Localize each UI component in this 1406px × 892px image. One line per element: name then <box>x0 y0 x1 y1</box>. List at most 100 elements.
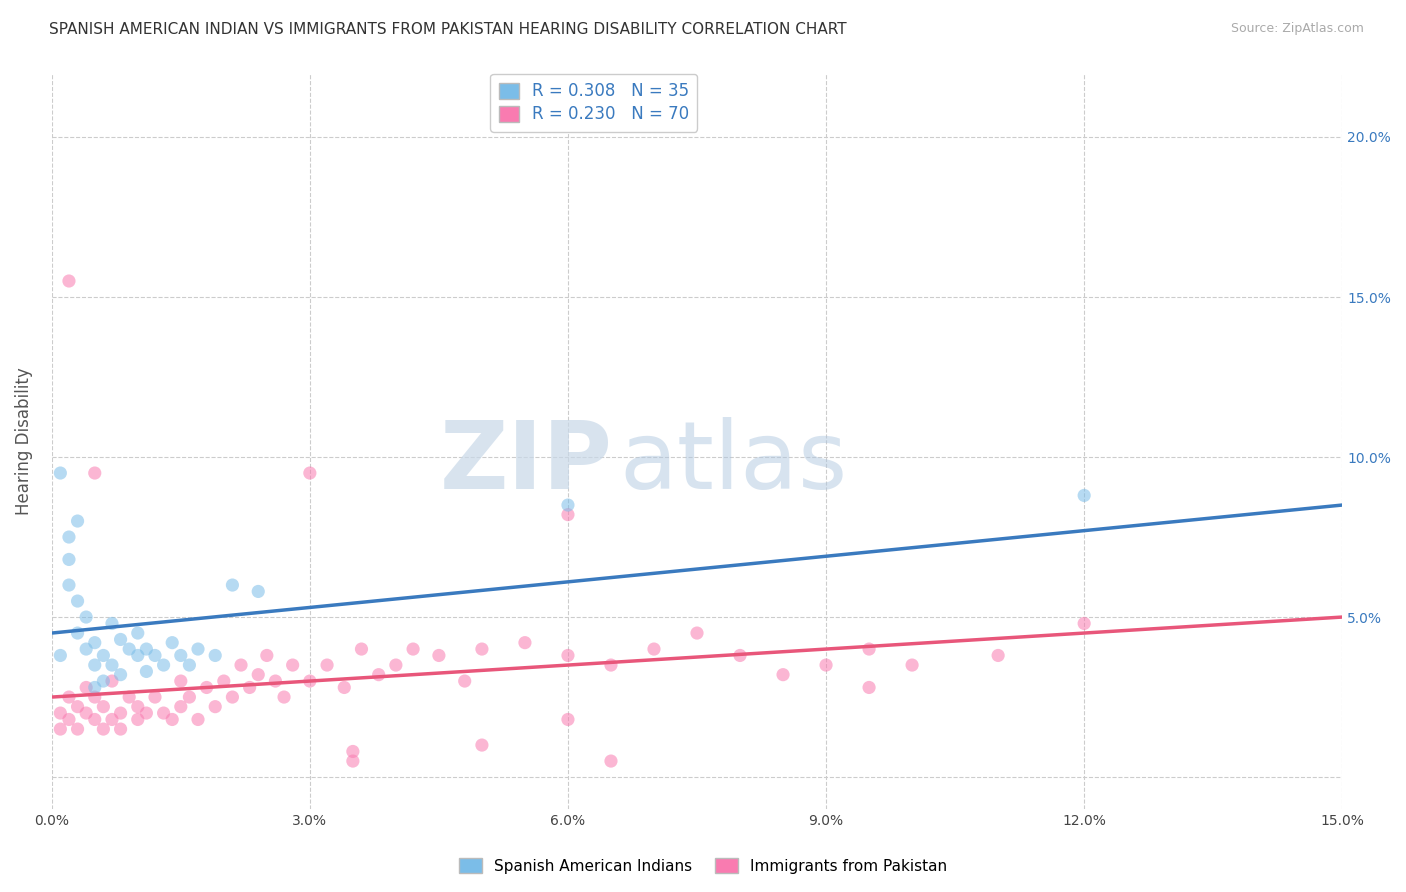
Point <box>49 466 72 480</box>
Point <box>901 658 924 673</box>
Point <box>75 642 97 657</box>
Point <box>342 754 364 768</box>
Point <box>229 658 252 673</box>
Text: ZIP: ZIP <box>440 417 613 509</box>
Y-axis label: Hearing Disability: Hearing Disability <box>15 368 32 515</box>
Point <box>212 674 235 689</box>
Point <box>83 658 105 673</box>
Point <box>127 648 149 663</box>
Point <box>686 626 709 640</box>
Point <box>127 626 149 640</box>
Point <box>187 713 209 727</box>
Point <box>58 552 80 566</box>
Point <box>135 665 157 679</box>
Point <box>815 658 838 673</box>
Point <box>118 642 141 657</box>
Point <box>49 706 72 720</box>
Text: SPANISH AMERICAN INDIAN VS IMMIGRANTS FROM PAKISTAN HEARING DISABILITY CORRELATI: SPANISH AMERICAN INDIAN VS IMMIGRANTS FR… <box>49 22 846 37</box>
Point <box>195 681 218 695</box>
Point <box>281 658 304 673</box>
Point <box>93 699 115 714</box>
Point <box>187 642 209 657</box>
Point <box>118 690 141 704</box>
Point <box>101 713 124 727</box>
Point <box>101 616 124 631</box>
Point <box>402 642 425 657</box>
Point <box>58 713 80 727</box>
Point <box>93 722 115 736</box>
Point <box>179 658 201 673</box>
Point <box>58 578 80 592</box>
Point <box>66 699 89 714</box>
Point <box>75 706 97 720</box>
Point <box>333 681 356 695</box>
Point <box>101 674 124 689</box>
Point <box>454 674 477 689</box>
Point <box>66 626 89 640</box>
Point <box>170 648 193 663</box>
Point <box>49 722 72 736</box>
Point <box>152 658 174 673</box>
Point <box>247 584 270 599</box>
Point <box>83 690 105 704</box>
Point <box>557 498 579 512</box>
Point <box>772 667 794 681</box>
Text: atlas: atlas <box>620 417 848 509</box>
Point <box>135 706 157 720</box>
Point <box>75 681 97 695</box>
Point <box>513 635 536 649</box>
Point <box>93 674 115 689</box>
Point <box>247 667 270 681</box>
Point <box>66 594 89 608</box>
Point <box>350 642 373 657</box>
Point <box>83 713 105 727</box>
Point <box>298 674 321 689</box>
Point <box>367 667 389 681</box>
Point <box>170 674 193 689</box>
Point <box>557 648 579 663</box>
Point <box>58 274 80 288</box>
Point <box>1073 488 1095 502</box>
Point <box>110 667 132 681</box>
Point <box>83 466 105 480</box>
Point <box>143 648 166 663</box>
Point <box>83 681 105 695</box>
Point <box>110 632 132 647</box>
Point <box>264 674 287 689</box>
Point <box>858 681 880 695</box>
Point <box>600 754 623 768</box>
Point <box>316 658 339 673</box>
Point <box>342 744 364 758</box>
Point <box>471 642 494 657</box>
Point <box>66 722 89 736</box>
Point <box>101 658 124 673</box>
Point <box>160 713 183 727</box>
Point <box>66 514 89 528</box>
Point <box>239 681 262 695</box>
Point <box>643 642 665 657</box>
Point <box>83 635 105 649</box>
Point <box>600 658 623 673</box>
Point <box>221 690 243 704</box>
Point <box>170 699 193 714</box>
Point <box>385 658 408 673</box>
Text: Source: ZipAtlas.com: Source: ZipAtlas.com <box>1230 22 1364 36</box>
Point <box>221 578 243 592</box>
Point <box>256 648 278 663</box>
Point <box>143 690 166 704</box>
Point <box>1073 616 1095 631</box>
Point <box>471 738 494 752</box>
Point <box>93 648 115 663</box>
Point <box>987 648 1010 663</box>
Point <box>110 722 132 736</box>
Point <box>204 648 226 663</box>
Point <box>427 648 450 663</box>
Point <box>127 713 149 727</box>
Point <box>135 642 157 657</box>
Point <box>75 610 97 624</box>
Point <box>160 635 183 649</box>
Point <box>728 648 751 663</box>
Point <box>179 690 201 704</box>
Point <box>152 706 174 720</box>
Point <box>273 690 295 704</box>
